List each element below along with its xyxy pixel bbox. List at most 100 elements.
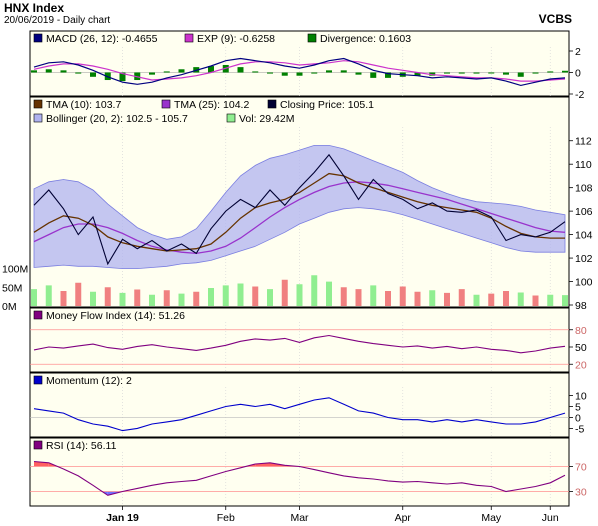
divergence-bar	[562, 70, 568, 73]
volume-bar	[517, 292, 524, 306]
price-ytick-label: 100	[575, 277, 593, 289]
price-legend-item: Vol: 29.42M	[226, 113, 294, 125]
legend-label: Closing Price: 105.1	[280, 99, 374, 111]
volume-bar	[31, 289, 37, 306]
volume-bar	[252, 286, 259, 306]
divergence-bar	[296, 72, 303, 76]
divergence-bar	[385, 72, 391, 78]
divergence-bar	[326, 70, 332, 73]
rsi-ytick-label: 70	[575, 462, 587, 474]
volume-bar	[75, 282, 82, 306]
volume-bar	[355, 289, 362, 306]
broker-symbol: VCBS	[538, 12, 572, 26]
momentum-ytick-label: 0	[575, 412, 581, 424]
divergence-bar	[119, 72, 126, 82]
volume-bar	[399, 286, 406, 306]
divergence-bar	[149, 72, 155, 75]
macd-plot-area	[29, 30, 570, 97]
divergence-bar	[340, 70, 347, 73]
volume-tick-label: 0M	[2, 301, 17, 313]
legend-swatch	[33, 310, 43, 320]
legend-label: Vol: 29.42M	[239, 113, 294, 125]
price-ytick-label: 110	[575, 159, 592, 171]
chart-subtitle: 20/06/2019 - Daily chart	[4, 15, 111, 26]
divergence-bar	[267, 72, 273, 74]
legend-label: Divergence: 0.1603	[320, 33, 411, 45]
price-legend-item: Bollinger (20, 2): 102.5 - 105.7	[33, 113, 188, 125]
volume-bar	[296, 284, 303, 306]
volume-bar	[532, 295, 539, 306]
legend-swatch	[33, 99, 43, 109]
volume-bar	[562, 295, 568, 306]
divergence-bar	[208, 66, 214, 73]
divergence-bar	[75, 72, 82, 74]
volume-bar	[458, 289, 465, 306]
divergence-bar	[547, 71, 554, 73]
legend-label: TMA (25): 104.2	[174, 99, 249, 111]
volume-tick-label: 50M	[2, 282, 22, 294]
volume-tick-label: 100M	[2, 264, 28, 276]
volume-bar	[104, 287, 111, 306]
divergence-bar	[532, 72, 539, 74]
legend-label: TMA (10): 103.7	[46, 99, 121, 111]
macd-legend-item: EXP (9): -0.6258	[184, 33, 275, 45]
volume-bar	[311, 275, 318, 306]
divergence-bar	[31, 70, 37, 73]
volume-bar	[163, 290, 170, 306]
exp-line	[33, 60, 566, 82]
volume-bar	[444, 292, 450, 306]
macd-ytick-label: 2	[575, 46, 581, 58]
price-ytick-label: 104	[575, 230, 593, 242]
x-tick-label: Feb	[217, 512, 235, 524]
legend-swatch	[307, 33, 317, 43]
x-tick-label: Apr	[395, 512, 412, 524]
legend-swatch	[184, 33, 194, 43]
price-legend-item: TMA (10): 103.7	[33, 99, 121, 111]
divergence-bar	[311, 72, 318, 74]
macd-legend-item: Divergence: 0.1603	[307, 33, 411, 45]
momentum-ytick-label: -5	[575, 423, 584, 435]
volume-bar	[149, 294, 155, 306]
volume-bar	[473, 294, 480, 306]
volume-bar	[90, 291, 96, 306]
panel-mfi: Money Flow Index (14): 51.26 80 50 20	[29, 307, 587, 373]
volume-bar	[385, 291, 391, 306]
price-legend-item: TMA (25): 104.2	[161, 99, 249, 111]
divergence-bar	[458, 72, 465, 74]
mfi-legend-item: Money Flow Index (14): 51.26	[33, 310, 185, 322]
divergence-bar	[60, 70, 67, 73]
volume-bar	[326, 281, 332, 306]
divergence-bar	[252, 71, 259, 73]
rsi-ytick-label: 30	[575, 487, 587, 499]
rsi-legend-item: RSI (14): 56.11	[33, 440, 117, 452]
volume-bar	[119, 292, 126, 306]
x-axis: Jan 19 Feb Mar Apr May Jun	[106, 506, 559, 524]
volume-bar	[193, 291, 200, 306]
volume-bar	[281, 279, 288, 306]
x-tick-label: Jan 19	[106, 512, 139, 524]
momentum-ytick-label: 10	[575, 391, 587, 403]
legend-label: EXP (9): -0.6258	[197, 33, 275, 45]
x-tick-label: Jun	[542, 512, 559, 524]
divergence-bar	[237, 67, 244, 73]
macd-line	[33, 57, 566, 87]
divergence-bar	[370, 72, 377, 78]
price-ytick-label: 106	[575, 206, 593, 218]
panel-rsi: RSI (14): 56.11 70 30	[29, 437, 587, 507]
mfi-line	[33, 334, 566, 354]
volume-bar	[222, 285, 229, 306]
legend-swatch	[267, 99, 277, 109]
panel-macd: MACD (26, 12): -0.4655 EXP (9): -0.6258 Di…	[29, 30, 584, 101]
divergence-bar	[281, 72, 288, 76]
tma10-line	[33, 172, 565, 252]
volume-bar	[429, 290, 436, 306]
x-tick-label: Mar	[290, 512, 309, 524]
volume-bar	[178, 293, 185, 306]
legend-swatch	[33, 375, 43, 385]
legend-label: MACD (26, 12): -0.4655	[46, 33, 158, 45]
legend-label: RSI (14): 56.11	[46, 440, 117, 452]
divergence-bar	[473, 72, 480, 74]
rsi-line	[33, 460, 566, 496]
